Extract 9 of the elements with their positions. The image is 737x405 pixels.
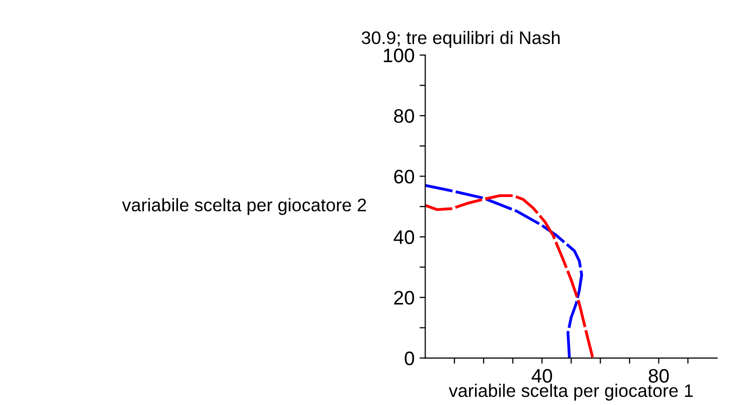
y-tick-label: 80 [394,109,414,123]
y-tick-label: 20 [394,290,414,305]
y-tick-label: 40 [394,230,414,244]
x-axis-title: variabile scelta per giocatore 1 [448,384,693,401]
y-axis-title: variabile scelta per giocatore 2 [122,198,366,215]
chart-title: 30.9; tre equilibri di Nash [362,30,560,48]
y-tick-label: 60 [394,170,414,184]
y-tick-label: 0 [404,351,414,366]
y-tick-label: 100 [384,48,414,62]
